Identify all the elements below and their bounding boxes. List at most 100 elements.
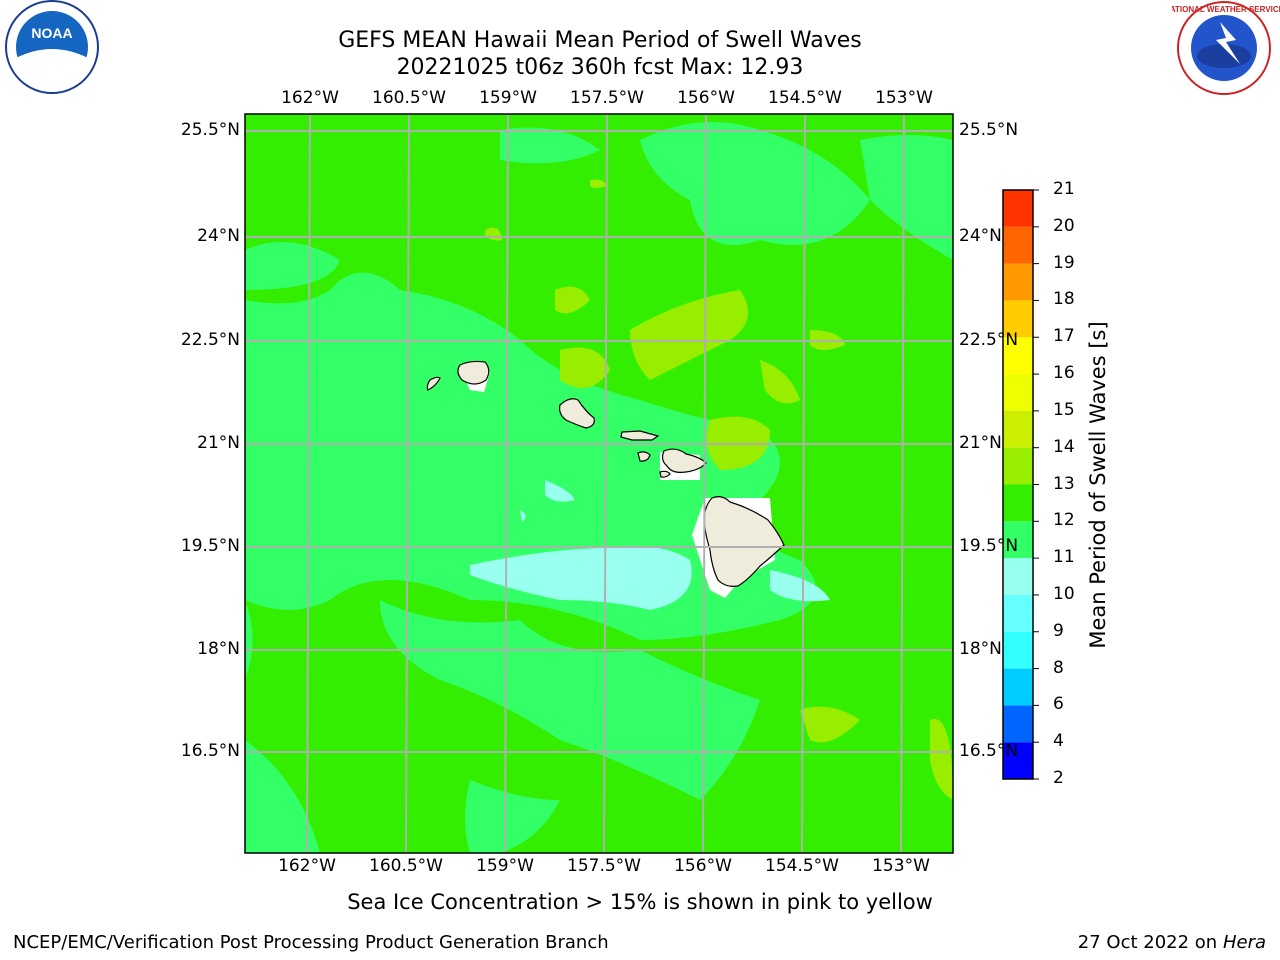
lat-label-left: 16.5°N [180,741,240,761]
noaa-logo-icon: NOAA [5,0,99,94]
colorbar-bin [1003,594,1033,632]
lon-label-top: 154.5°W [768,88,842,108]
period-patch-12-13 [760,360,800,404]
colorbar-bin [1003,410,1033,448]
svg-text:NOAA: NOAA [31,25,72,41]
lon-label-top: 153°W [875,88,933,108]
colorbar-tick-label: 17 [1053,326,1075,347]
colorbar-bin [1003,263,1033,301]
period-patch-10-11 [640,122,870,245]
period-patch-9-10 [545,480,575,502]
colorbar-label: Mean Period of Swell Waves [s] [1086,321,1110,649]
period-patch-9-10 [520,510,526,522]
lat-label-right: 25.5°N [959,120,1019,140]
lat-label-left: 22.5°N [180,330,240,350]
colorbar-tick-label: 2 [1053,768,1064,788]
chart-title: GEFS MEAN Hawaii Mean Period of Swell Wa… [338,28,862,53]
colorbar-tick-label: 16 [1053,363,1075,384]
period-patch-10-11 [245,600,253,680]
colorbar-tick-label: 10 [1053,583,1075,604]
nws-logo-icon: NATIONAL WEATHER SERVICE [1172,1,1280,95]
period-patch-12-13 [800,706,860,743]
colorbar-bin [1003,631,1033,669]
date-text: 27 Oct 2022 on Hera [1077,932,1266,953]
lat-label-right: 18°N [959,639,1002,659]
period-patch-10-11 [500,127,600,164]
sea-ice-note: Sea Ice Concentration > 15% is shown in … [347,890,933,914]
lon-label-bottom: 162°W [278,856,336,876]
credit-text: NCEP/EMC/Verification Post Processing Pr… [13,932,609,953]
lat-label-left: 18°N [197,639,240,659]
colorbar-tick-label: 11 [1053,547,1075,568]
lat-label-right: 24°N [959,226,1002,246]
colorbar-bin [1003,558,1033,595]
lon-label-bottom: 157.5°W [567,856,641,876]
lat-label-left: 25.5°N [180,120,240,140]
lat-label-left: 24°N [197,226,240,246]
colorbar-bin [1003,374,1033,411]
period-patch-10-11 [245,272,816,640]
lon-label-top: 160.5°W [372,88,446,108]
island-kahoolawe [659,470,671,478]
colorbar-bin [1003,226,1033,264]
colorbar-tick-label: 15 [1053,399,1075,420]
colorbar-bin [1003,705,1033,743]
lat-label-left: 21°N [197,433,240,453]
lon-label-bottom: 153°W [872,856,930,876]
period-patch-10-11 [465,780,560,853]
colorbar-bin [1003,337,1033,375]
island-kauai [457,360,490,385]
lon-label-top: 157.5°W [570,88,644,108]
lon-label-top: 159°W [479,88,537,108]
lat-label-left: 19.5°N [180,536,240,556]
colorbar-bin [1003,668,1033,706]
island-molokai [620,430,660,441]
colorbar-bin [1003,484,1033,522]
colorbar-bin [1003,447,1033,485]
lon-label-bottom: 154.5°W [765,856,839,876]
colorbar-tick-label: 4 [1053,731,1064,752]
period-patch-10-11 [245,242,340,290]
colorbar-tick-label: 14 [1053,436,1075,457]
colorbar-tick-label: 19 [1053,252,1075,273]
lat-label-right: 16.5°N [959,741,1019,761]
period-patch-9-10 [770,570,830,602]
lon-label-bottom: 160.5°W [369,856,443,876]
colorbar-tick-label: 8 [1053,657,1064,678]
lat-label-right: 19.5°N [959,536,1019,556]
period-patch-10-11 [245,740,320,853]
lon-label-top: 162°W [281,88,339,108]
colorbar-tick-label: 6 [1053,694,1064,715]
chart-subtitle: 20221025 t06z 360h fcst Max: 12.93 [396,55,804,80]
colorbar-tick-label: 9 [1053,620,1064,641]
lon-label-top: 156°W [677,88,735,108]
lon-label-bottom: 159°W [476,856,534,876]
colorbar-tick-label: 20 [1053,215,1075,236]
colorbar-bin [1003,300,1033,338]
map-frame [244,113,954,854]
island-niihau [426,376,441,391]
lon-label-bottom: 156°W [674,856,732,876]
colorbar-bin [1003,190,1033,227]
island-big-island [703,496,785,587]
colorbar-tick-label: 18 [1053,289,1075,310]
period-patch-9-10 [470,545,692,610]
island-maui [661,448,707,473]
period-patch-10-11 [860,135,953,260]
svg-text:NATIONAL WEATHER SERVICE: NATIONAL WEATHER SERVICE [1172,5,1280,14]
period-patch-12-13 [555,286,590,314]
lat-label-right: 22.5°N [959,330,1019,350]
colorbar-bin [1003,742,1033,779]
period-patch-12-13 [630,290,748,380]
lat-label-right: 21°N [959,433,1002,453]
colorbar-tick-label: 12 [1053,510,1075,531]
island-lanai [637,451,651,462]
colorbar-bin [1003,521,1033,559]
colorbar-tick-label: 13 [1053,473,1075,494]
period-patch-12-13 [560,347,610,388]
colorbar-tick-label: 21 [1053,179,1075,199]
island-oahu [559,398,595,429]
period-patch-12-13 [590,179,606,188]
period-patch-12-13 [930,719,953,800]
